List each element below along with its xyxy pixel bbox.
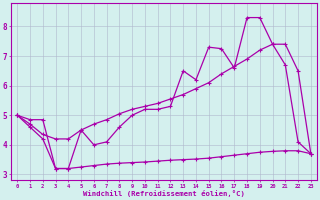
X-axis label: Windchill (Refroidissement éolien,°C): Windchill (Refroidissement éolien,°C) [83, 190, 245, 197]
